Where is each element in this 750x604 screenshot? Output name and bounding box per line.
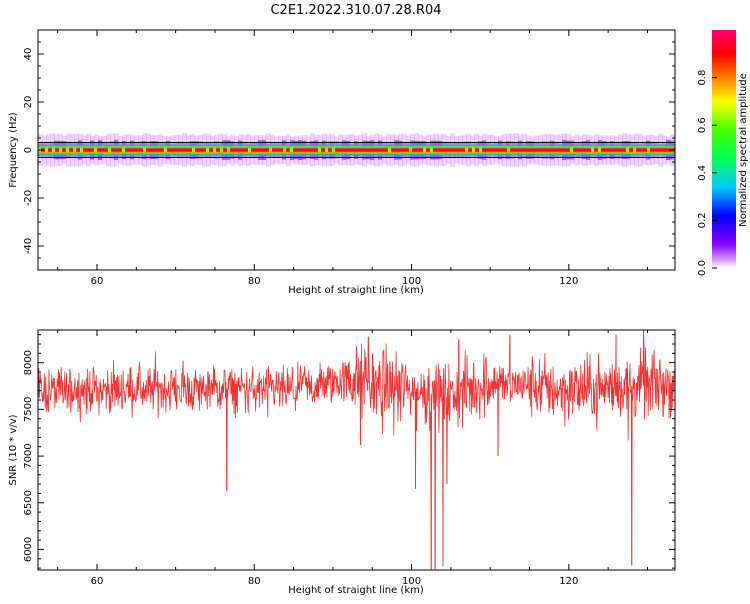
snr-xtick-label: 60 — [91, 576, 104, 587]
heatmap-cell-hotspot — [332, 147, 335, 153]
heatmap-cell-hotspot — [465, 147, 468, 153]
snr-series-group — [38, 330, 675, 570]
colorbar: 0.0 0.2 0.4 0.6 0.8 Normalized spectral ampl… — [697, 30, 749, 276]
spectrogram-ytick-label: -20 — [23, 190, 34, 206]
snr-ytick-label: 7500 — [23, 397, 34, 422]
snr-xtick-label: 120 — [559, 576, 578, 587]
figure-title: C2E1.2022.310.07.28.R04 — [270, 3, 441, 18]
colorbar-tick-label: 0.2 — [697, 212, 708, 228]
heatmap-cell-hotspot — [248, 147, 251, 153]
colorbar-ticks: 0.0 0.2 0.4 0.6 0.8 — [697, 70, 717, 276]
snr-xtick-label: 100 — [402, 576, 421, 587]
heatmap-cell-hotspot — [318, 147, 321, 153]
snr-ytick-label: 8000 — [23, 350, 34, 375]
heatmap-cell-hotspot — [423, 147, 426, 153]
spectrogram-heatmap — [38, 133, 675, 167]
heatmap-cell-hotspot — [206, 147, 209, 153]
heatmap-cell-hotspot — [598, 147, 601, 153]
heatmap-cell-hotspot — [52, 147, 55, 153]
heatmap-cell-hotspot — [626, 147, 629, 153]
heatmap-cell-hotspot — [66, 147, 69, 153]
heatmap-cell-hotspot — [388, 147, 391, 153]
heatmap-cell-hotspot — [325, 147, 328, 153]
heatmap-cell-hotspot — [633, 147, 636, 153]
colorbar-label: Normalized spectral amplitude — [738, 73, 749, 227]
snr-axes: 60 80 100 120 8000 7500 7000 6500 6000 — [23, 330, 675, 587]
colorbar-tick-label: 0.4 — [697, 165, 708, 181]
heatmap-cell-hotspot — [94, 147, 97, 153]
spectrogram-ytick-label: 40 — [23, 48, 34, 61]
spectrogram-xtick-label: 60 — [91, 276, 104, 287]
heatmap-cell-hotspot — [591, 147, 594, 153]
snr-ytick-label: 6500 — [23, 490, 34, 515]
heatmap-band-red — [38, 148, 675, 152]
heatmap-cell-hotspot — [122, 147, 125, 153]
heatmap-cell-hotspot — [220, 147, 223, 153]
snr-frame — [37, 329, 676, 571]
heatmap-cell-hotspot — [143, 147, 146, 153]
colorbar-tick-label: 0.6 — [697, 117, 708, 133]
spectrogram-ytick-label: 20 — [23, 96, 34, 109]
heatmap-cell-hotspot — [647, 147, 650, 153]
heatmap-cell-hotspot — [73, 147, 76, 153]
colorbar-tick-label: 0.0 — [697, 260, 708, 276]
colorbar-tick-label: 0.8 — [697, 70, 708, 86]
spectrogram-ytick-label: 0 — [23, 147, 34, 153]
spectrogram-xtick-label: 100 — [402, 276, 421, 287]
snr-ylabel: SNR (10 * v/v) — [8, 414, 19, 485]
spectrogram-xtick-label: 80 — [248, 276, 261, 287]
heatmap-cell-hotspot — [59, 147, 62, 153]
heatmap-cell-hotspot — [192, 147, 195, 153]
snr-xlabel: Height of straight line (km) — [288, 585, 424, 596]
heatmap-cell-hotspot — [269, 147, 272, 153]
snr-xtick-label: 80 — [248, 576, 261, 587]
snr-ytick-label: 7000 — [23, 443, 34, 468]
heatmap-cell-hotspot — [479, 147, 482, 153]
heatmap-cell-hotspot — [164, 147, 167, 153]
heatmap-cell-hotspot — [213, 147, 216, 153]
spectrogram-axes: 60 80 100 120 40 20 0 -20 -40 — [23, 29, 675, 287]
heatmap-cell-hotspot — [283, 147, 286, 153]
heatmap-cell-hotspot — [472, 147, 475, 153]
spectrogram-xtick-label: 120 — [559, 276, 578, 287]
heatmap-cell-hotspot — [227, 147, 230, 153]
spectrogram-xlabel: Height of straight line (km) — [288, 285, 424, 296]
colorbar-gradient — [712, 30, 736, 268]
heatmap-cell-hotspot — [80, 147, 83, 153]
snr-series-line — [38, 330, 675, 570]
snr-ytick-label: 6000 — [23, 537, 34, 562]
spectrogram-ytick-label: -40 — [23, 238, 34, 254]
heatmap-cell-hotspot — [290, 147, 293, 153]
spectrogram-ylabel: Frequency (Hz) — [8, 112, 19, 188]
heatmap-cell-hotspot — [108, 147, 111, 153]
heatmap-cell-hotspot — [430, 147, 433, 153]
heatmap-cell-hotspot — [570, 147, 573, 153]
heatmap-cell-hotspot — [507, 147, 510, 153]
heatmap-cell-hotspot — [409, 147, 412, 153]
spectrogram-panel: 60 80 100 120 40 20 0 -20 -40 Height of straight… — [8, 29, 676, 296]
heatmap-cell-hotspot — [45, 147, 48, 153]
snr-panel: 60 80 100 120 8000 7500 7000 6500 6000 Height of… — [8, 329, 676, 596]
